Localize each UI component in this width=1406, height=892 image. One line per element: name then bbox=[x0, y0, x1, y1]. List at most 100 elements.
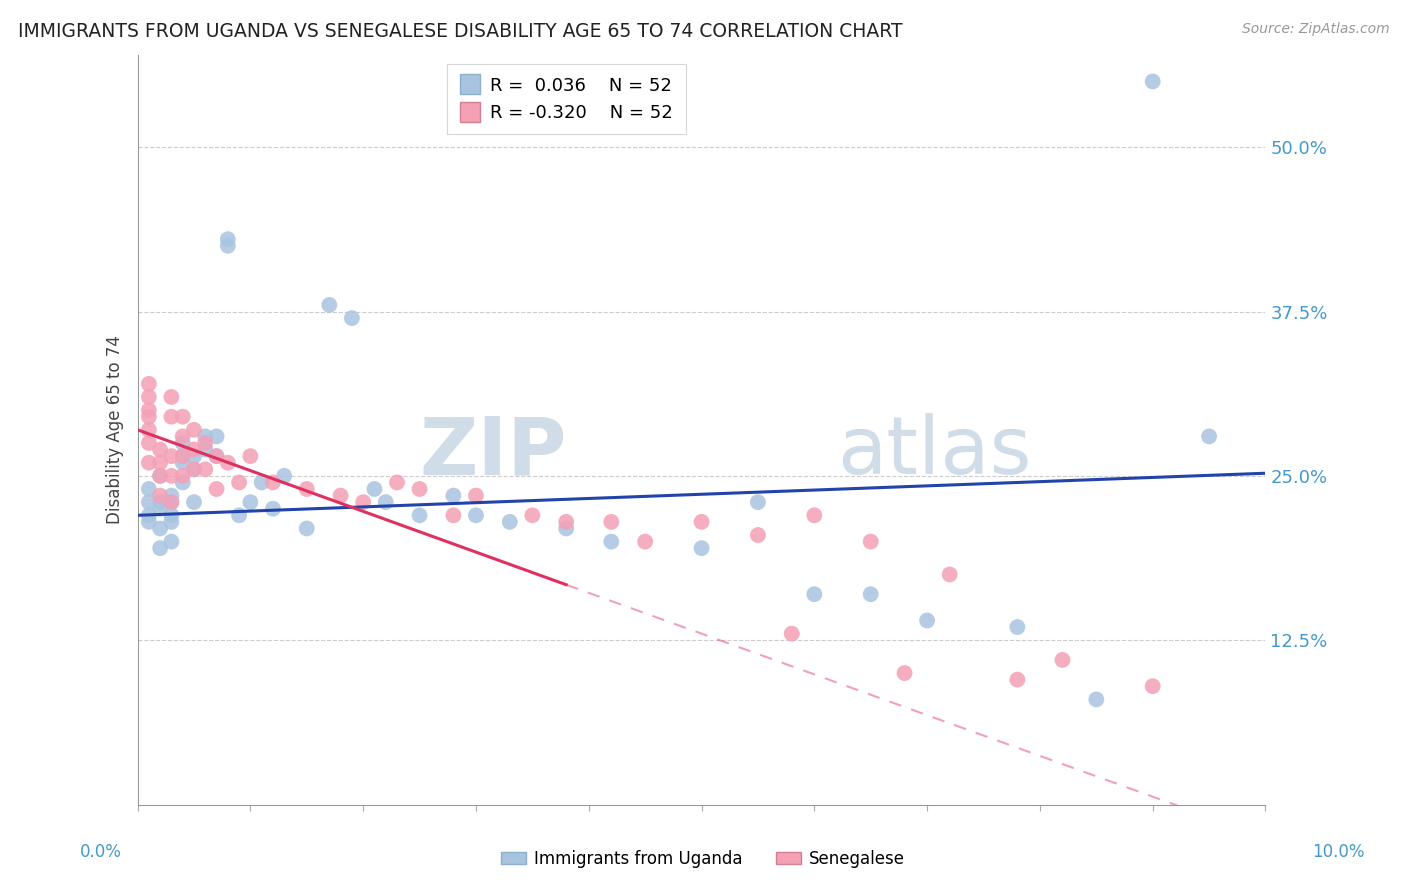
Text: ZIP: ZIP bbox=[419, 413, 567, 491]
Point bbox=[172, 409, 194, 424]
Point bbox=[780, 626, 803, 640]
Point bbox=[149, 495, 172, 509]
Text: 10.0%: 10.0% bbox=[1312, 843, 1365, 861]
Point bbox=[138, 376, 160, 391]
Point bbox=[194, 462, 217, 476]
Point bbox=[138, 515, 160, 529]
Text: Source: ZipAtlas.com: Source: ZipAtlas.com bbox=[1241, 22, 1389, 37]
Point bbox=[160, 390, 183, 404]
Point bbox=[205, 449, 228, 463]
Point bbox=[149, 541, 172, 556]
Point bbox=[172, 456, 194, 470]
Point bbox=[138, 436, 160, 450]
Point bbox=[172, 449, 194, 463]
Y-axis label: Disability Age 65 to 74: Disability Age 65 to 74 bbox=[107, 335, 124, 524]
Point bbox=[138, 508, 160, 523]
Point bbox=[172, 475, 194, 490]
Point bbox=[160, 495, 183, 509]
Point bbox=[239, 449, 262, 463]
Point bbox=[408, 508, 430, 523]
Point bbox=[408, 482, 430, 496]
Point bbox=[172, 429, 194, 443]
Point bbox=[239, 495, 262, 509]
Point bbox=[555, 515, 578, 529]
Point bbox=[634, 534, 657, 549]
Point bbox=[690, 541, 713, 556]
Point bbox=[149, 442, 172, 457]
Point bbox=[183, 449, 205, 463]
Point bbox=[172, 436, 194, 450]
Point bbox=[183, 462, 205, 476]
Point bbox=[160, 489, 183, 503]
Point bbox=[172, 449, 194, 463]
Point bbox=[262, 475, 284, 490]
Point bbox=[217, 232, 239, 246]
Point bbox=[160, 468, 183, 483]
Point bbox=[1052, 653, 1074, 667]
Text: atlas: atlas bbox=[837, 413, 1031, 491]
Point bbox=[1007, 620, 1029, 634]
Legend: Immigrants from Uganda, Senegalese: Immigrants from Uganda, Senegalese bbox=[494, 844, 912, 875]
Point bbox=[803, 508, 825, 523]
Point bbox=[499, 515, 522, 529]
Point bbox=[160, 495, 183, 509]
Point bbox=[194, 436, 217, 450]
Point bbox=[217, 456, 239, 470]
Point bbox=[262, 501, 284, 516]
Point bbox=[228, 508, 250, 523]
Point bbox=[340, 311, 363, 326]
Point bbox=[160, 534, 183, 549]
Point bbox=[363, 482, 385, 496]
Point bbox=[149, 501, 172, 516]
Point bbox=[205, 482, 228, 496]
Point bbox=[194, 442, 217, 457]
Point bbox=[149, 521, 172, 535]
Point bbox=[138, 403, 160, 417]
Point bbox=[600, 534, 623, 549]
Point bbox=[194, 429, 217, 443]
Text: 0.0%: 0.0% bbox=[80, 843, 122, 861]
Point bbox=[273, 468, 295, 483]
Point bbox=[250, 475, 273, 490]
Point bbox=[441, 508, 464, 523]
Point bbox=[465, 489, 488, 503]
Point bbox=[1085, 692, 1108, 706]
Text: IMMIGRANTS FROM UGANDA VS SENEGALESE DISABILITY AGE 65 TO 74 CORRELATION CHART: IMMIGRANTS FROM UGANDA VS SENEGALESE DIS… bbox=[18, 22, 903, 41]
Point bbox=[295, 482, 318, 496]
Point bbox=[859, 587, 882, 601]
Point bbox=[205, 429, 228, 443]
Point bbox=[138, 390, 160, 404]
Point bbox=[1142, 679, 1164, 693]
Point bbox=[600, 515, 623, 529]
Point bbox=[938, 567, 960, 582]
Point bbox=[183, 442, 205, 457]
Point bbox=[374, 495, 396, 509]
Point bbox=[160, 508, 183, 523]
Point bbox=[915, 614, 938, 628]
Point bbox=[441, 489, 464, 503]
Point bbox=[1198, 429, 1220, 443]
Point bbox=[172, 468, 194, 483]
Point bbox=[465, 508, 488, 523]
Point bbox=[160, 409, 183, 424]
Point bbox=[803, 587, 825, 601]
Point bbox=[555, 521, 578, 535]
Point bbox=[385, 475, 408, 490]
Point bbox=[138, 423, 160, 437]
Point bbox=[522, 508, 544, 523]
Point bbox=[149, 468, 172, 483]
Point bbox=[1007, 673, 1029, 687]
Point bbox=[318, 298, 340, 312]
Point bbox=[205, 449, 228, 463]
Point bbox=[329, 489, 352, 503]
Point bbox=[149, 489, 172, 503]
Point bbox=[138, 495, 160, 509]
Point bbox=[160, 449, 183, 463]
Point bbox=[217, 239, 239, 253]
Point bbox=[138, 482, 160, 496]
Point bbox=[893, 666, 915, 681]
Point bbox=[1142, 74, 1164, 88]
Point bbox=[160, 515, 183, 529]
Point bbox=[149, 456, 172, 470]
Legend: R =  0.036    N = 52, R = -0.320    N = 52: R = 0.036 N = 52, R = -0.320 N = 52 bbox=[447, 64, 686, 135]
